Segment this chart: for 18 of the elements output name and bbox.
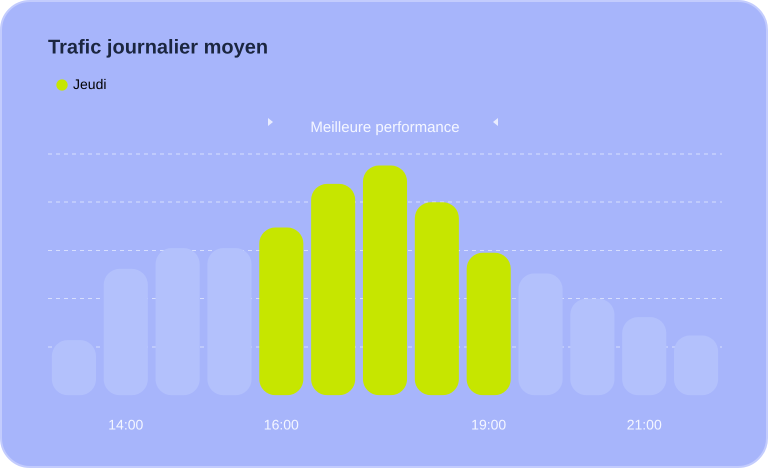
x-tick-label: 16:00	[264, 416, 300, 432]
x-tick-label: 21:00	[626, 416, 662, 432]
bar	[207, 248, 252, 396]
bar	[414, 202, 459, 396]
bar	[362, 165, 408, 396]
bar	[156, 248, 200, 396]
legend-label: Jeudi	[73, 76, 106, 92]
x-tick-label: 19:00	[471, 416, 506, 432]
bar	[518, 273, 563, 396]
x-tick-label: 14:00	[108, 416, 144, 432]
bar	[570, 298, 614, 396]
chart-title: Trafic journalier moyen	[48, 36, 268, 59]
bar	[622, 317, 666, 396]
bar	[259, 228, 304, 396]
bar	[466, 252, 511, 396]
text: Meilleure performance	[310, 119, 460, 136]
bar	[104, 268, 148, 396]
bar	[311, 184, 356, 396]
